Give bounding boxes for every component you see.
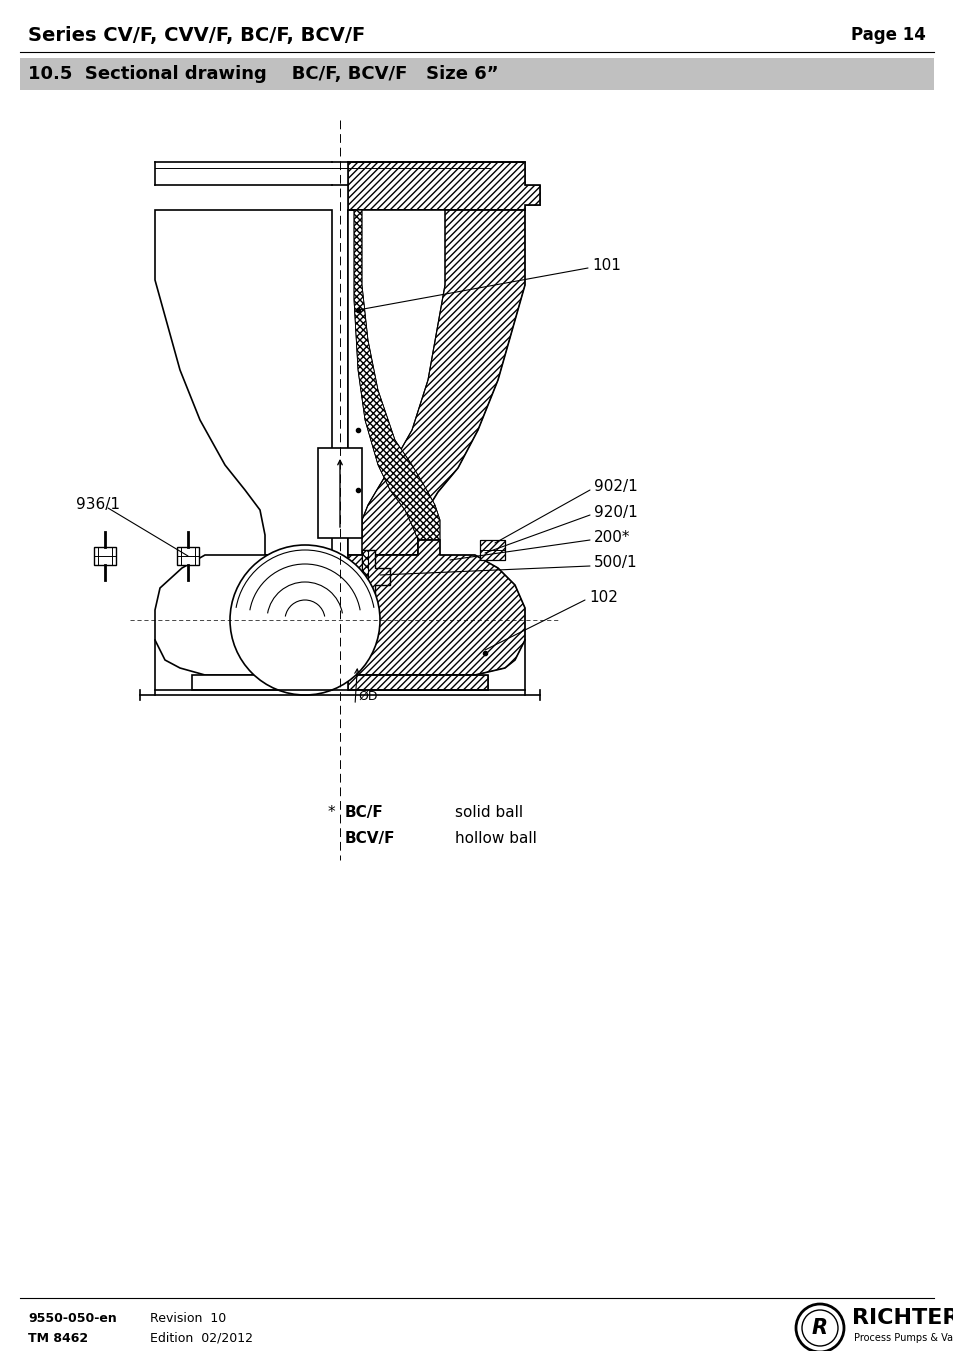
Text: 920/1: 920/1 — [594, 504, 638, 520]
Text: 902/1: 902/1 — [594, 480, 638, 494]
Polygon shape — [348, 209, 444, 555]
Text: BC/F: BC/F — [345, 805, 383, 820]
Text: Revision  10: Revision 10 — [150, 1312, 226, 1324]
Circle shape — [230, 544, 379, 694]
Text: hollow ball: hollow ball — [455, 831, 537, 846]
Polygon shape — [154, 555, 332, 676]
Polygon shape — [361, 550, 368, 598]
Text: ØD: ØD — [357, 690, 377, 703]
Text: solid ball: solid ball — [455, 805, 522, 820]
Circle shape — [795, 1304, 843, 1351]
Polygon shape — [361, 550, 390, 598]
Polygon shape — [348, 162, 539, 209]
Bar — [20, 58, 933, 91]
Text: Edition  02/2012: Edition 02/2012 — [150, 1332, 253, 1344]
Text: Page 14: Page 14 — [850, 26, 925, 45]
Polygon shape — [479, 540, 504, 561]
Polygon shape — [348, 676, 488, 690]
Polygon shape — [348, 540, 524, 676]
Bar — [177, 547, 199, 565]
Polygon shape — [192, 676, 332, 690]
Text: R: R — [811, 1319, 827, 1337]
Text: 9550-050-en: 9550-050-en — [28, 1312, 116, 1324]
Circle shape — [801, 1310, 837, 1346]
Polygon shape — [348, 209, 524, 555]
Polygon shape — [154, 209, 332, 555]
Text: 102: 102 — [588, 589, 618, 604]
Text: Series CV/F, CVV/F, BC/F, BCV/F: Series CV/F, CVV/F, BC/F, BCV/F — [28, 26, 365, 45]
Text: RICHTER: RICHTER — [851, 1308, 953, 1328]
Polygon shape — [348, 209, 439, 540]
Text: 936/1: 936/1 — [76, 497, 120, 512]
Bar — [317, 449, 361, 538]
Text: 10.5  Sectional drawing    BC/F, BCV/F   Size 6”: 10.5 Sectional drawing BC/F, BCV/F Size … — [28, 65, 498, 82]
Text: Process Pumps & Valves: Process Pumps & Valves — [853, 1333, 953, 1343]
Text: 200*: 200* — [594, 530, 630, 544]
Text: *: * — [328, 805, 335, 820]
Text: TM 8462: TM 8462 — [28, 1332, 88, 1344]
Text: 500/1: 500/1 — [594, 555, 637, 570]
Bar — [94, 547, 116, 565]
Text: BCV/F: BCV/F — [345, 831, 395, 846]
Text: 101: 101 — [592, 258, 620, 273]
